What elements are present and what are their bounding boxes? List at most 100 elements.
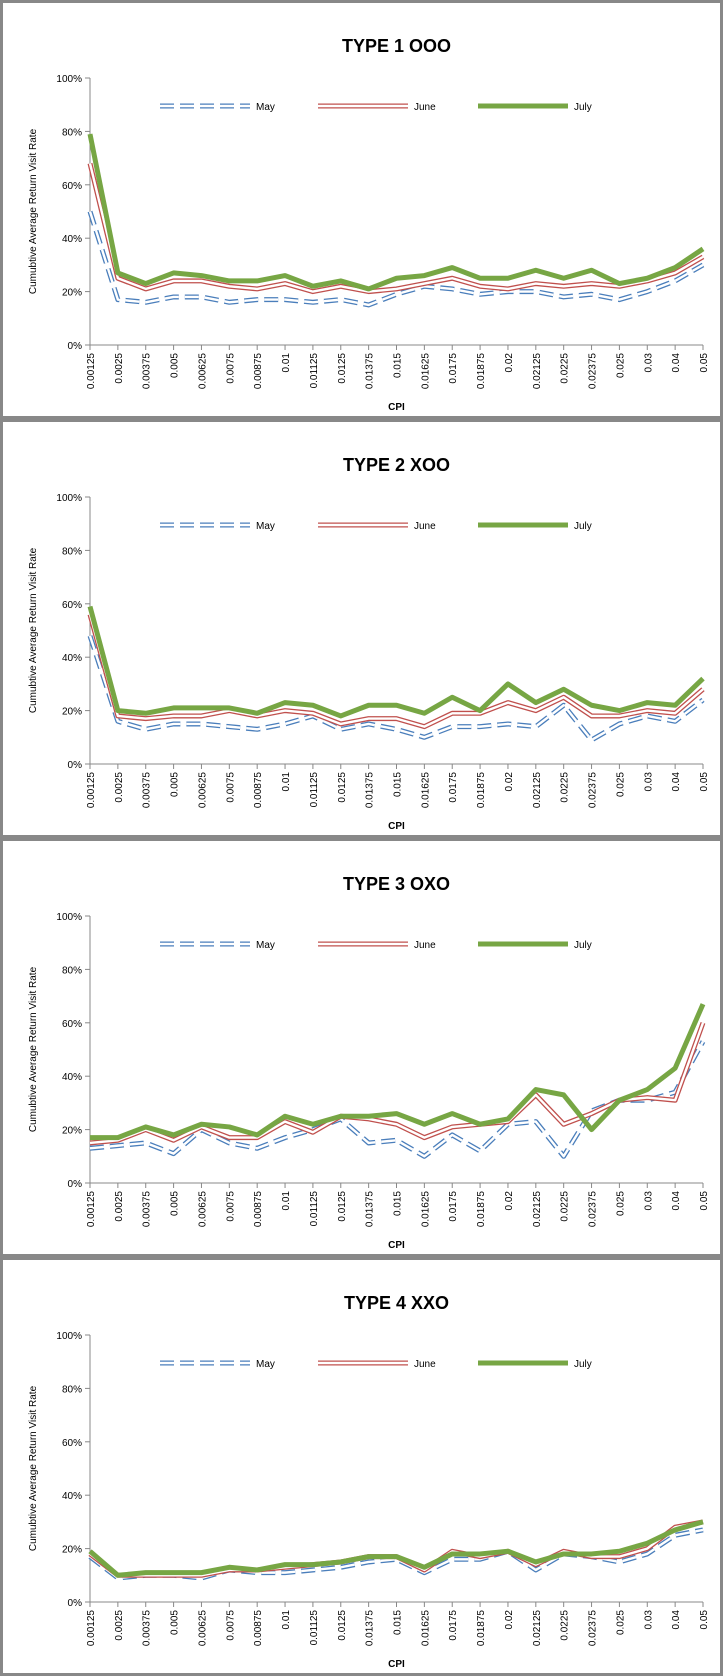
x-tick-label: 0.0225 xyxy=(560,1610,571,1641)
x-tick-label: 0.0125 xyxy=(337,1191,348,1222)
x-tick-label: 0.02375 xyxy=(588,772,599,809)
x-tick-label: 0.015 xyxy=(393,772,404,797)
chart-title: TYPE 3 OXO xyxy=(343,874,450,894)
legend-label: July xyxy=(574,521,592,532)
y-axis-label: Cumubtive Average Return Visit Rate xyxy=(28,128,39,294)
panel-border xyxy=(0,419,723,838)
x-tick-label: 0.02125 xyxy=(532,353,543,390)
y-axis-label: Cumubtive Average Return Visit Rate xyxy=(28,547,39,713)
x-tick-label: 0.04 xyxy=(671,1191,682,1211)
y-tick-label: 80% xyxy=(62,1384,82,1395)
x-tick-label: 0.03 xyxy=(643,1191,654,1211)
legend-label: May xyxy=(256,102,275,113)
x-tick-label: 0.01625 xyxy=(420,1191,431,1228)
x-tick-label: 0.02125 xyxy=(532,1610,543,1647)
x-tick-label: 0.0125 xyxy=(337,353,348,384)
x-tick-label: 0.0075 xyxy=(225,353,236,384)
y-tick-label: 0% xyxy=(68,1179,83,1190)
x-tick-label: 0.00875 xyxy=(253,353,264,390)
y-tick-label: 100% xyxy=(56,912,82,923)
x-tick-label: 0.03 xyxy=(643,1610,654,1630)
x-tick-label: 0.00375 xyxy=(142,772,153,809)
panel-border xyxy=(0,0,723,419)
x-tick-label: 0.00625 xyxy=(197,1610,208,1647)
x-tick-label: 0.00625 xyxy=(197,1191,208,1228)
y-axis-label: Cumubtive Average Return Visit Rate xyxy=(28,966,39,1132)
y-tick-label: 60% xyxy=(62,1438,82,1449)
x-tick-label: 0.01375 xyxy=(365,1610,376,1647)
x-tick-label: 0.05 xyxy=(699,772,710,792)
x-tick-label: 0.0125 xyxy=(337,1610,348,1641)
x-tick-label: 0.01625 xyxy=(420,1610,431,1647)
y-tick-label: 40% xyxy=(62,653,82,664)
x-tick-label: 0.0075 xyxy=(225,772,236,803)
x-tick-label: 0.05 xyxy=(699,1610,710,1630)
series-line-inner xyxy=(89,1022,705,1145)
chart-panel: TYPE 1 OOO Cumubtive Average Return Visit… xyxy=(0,0,723,419)
x-tick-label: 0.01375 xyxy=(365,1191,376,1228)
x-tick-label: 0.01 xyxy=(281,1610,292,1630)
x-tick-label: 0.01375 xyxy=(365,353,376,390)
y-tick-label: 40% xyxy=(62,1491,82,1502)
x-tick-label: 0.015 xyxy=(393,1191,404,1216)
x-tick-label: 0.0175 xyxy=(448,772,459,803)
x-tick-label: 0.01875 xyxy=(476,353,487,390)
x-tick-label: 0.00375 xyxy=(142,1610,153,1647)
series-line-inner xyxy=(88,163,704,293)
x-tick-label: 0.0175 xyxy=(448,1610,459,1641)
x-tick-label: 0.02 xyxy=(504,1191,515,1211)
y-tick-label: 40% xyxy=(62,234,82,245)
legend-label: July xyxy=(574,940,592,951)
x-tick-label: 0.01875 xyxy=(476,1191,487,1228)
series-line-inner xyxy=(88,614,704,728)
y-tick-label: 60% xyxy=(62,600,82,611)
legend-label: July xyxy=(574,1359,592,1370)
x-tick-label: 0.00125 xyxy=(86,353,97,390)
y-tick-label: 0% xyxy=(68,760,83,771)
x-tick-label: 0.00375 xyxy=(142,1191,153,1228)
x-tick-label: 0.01125 xyxy=(309,1610,320,1646)
x-tick-label: 0.01125 xyxy=(309,1191,320,1227)
x-tick-label: 0.00875 xyxy=(253,1191,264,1228)
x-tick-label: 0.015 xyxy=(393,353,404,378)
legend-label: June xyxy=(414,521,436,532)
x-axis-label: CPI xyxy=(388,402,405,413)
x-tick-label: 0.02125 xyxy=(532,772,543,809)
y-axis-label: Cumubtive Average Return Visit Rate xyxy=(28,1385,39,1551)
x-tick-label: 0.025 xyxy=(615,353,626,378)
x-tick-label: 0.0025 xyxy=(114,772,125,803)
x-tick-label: 0.00625 xyxy=(197,353,208,390)
x-tick-label: 0.01375 xyxy=(365,772,376,809)
y-tick-label: 0% xyxy=(68,1598,83,1609)
x-tick-label: 0.005 xyxy=(170,772,181,797)
x-axis-label: CPI xyxy=(388,821,405,832)
x-tick-label: 0.02 xyxy=(504,772,515,792)
x-tick-label: 0.0175 xyxy=(448,1191,459,1222)
y-tick-label: 20% xyxy=(62,1545,82,1556)
x-tick-label: 0.05 xyxy=(699,1191,710,1211)
y-tick-label: 100% xyxy=(56,74,82,85)
x-tick-label: 0.025 xyxy=(615,772,626,797)
y-tick-label: 0% xyxy=(68,341,83,352)
chart-title: TYPE 2 XOO xyxy=(343,455,450,475)
legend-label: May xyxy=(256,940,275,951)
x-tick-label: 0.01 xyxy=(281,772,292,792)
y-tick-label: 80% xyxy=(62,546,82,557)
x-tick-label: 0.02375 xyxy=(588,1191,599,1228)
chart-panel: TYPE 4 XXO Cumubtive Average Return Visit… xyxy=(0,1257,723,1676)
x-tick-label: 0.00875 xyxy=(253,772,264,809)
x-tick-label: 0.04 xyxy=(671,353,682,373)
x-tick-label: 0.05 xyxy=(699,353,710,373)
series-line-inner xyxy=(88,211,704,307)
x-tick-label: 0.0025 xyxy=(114,1191,125,1222)
y-tick-label: 20% xyxy=(62,707,82,718)
x-tick-label: 0.0225 xyxy=(560,1191,571,1222)
x-tick-label: 0.04 xyxy=(671,772,682,792)
x-tick-label: 0.02 xyxy=(504,353,515,373)
y-tick-label: 100% xyxy=(56,493,82,504)
x-tick-label: 0.02375 xyxy=(588,1610,599,1647)
y-tick-label: 20% xyxy=(62,1126,82,1137)
series-line xyxy=(87,605,705,719)
legend-label: July xyxy=(574,102,592,113)
